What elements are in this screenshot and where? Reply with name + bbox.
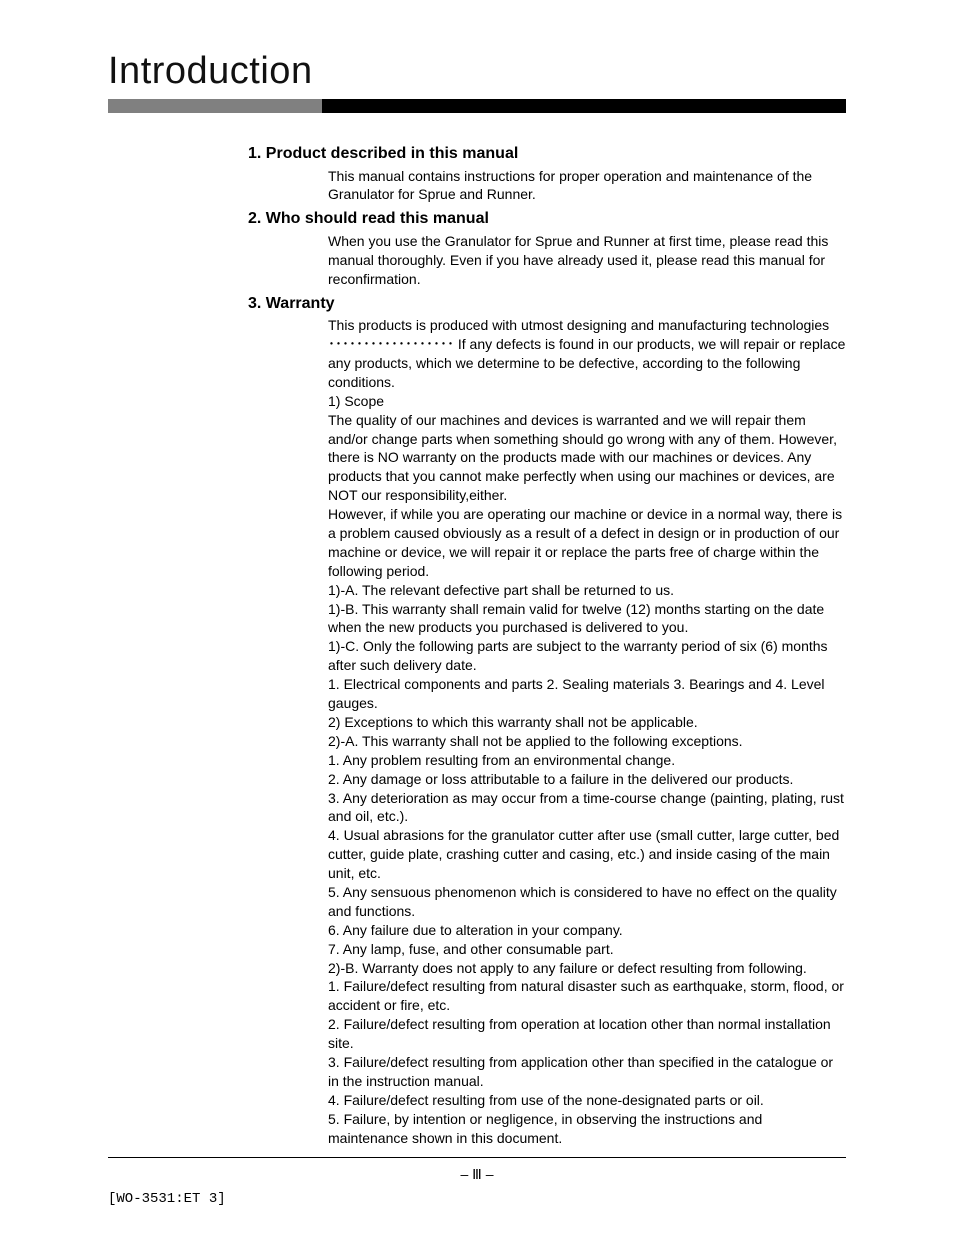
section-1-heading: 1. Product described in this manual xyxy=(248,143,846,165)
sub-2a-6: 6. Any failure due to alteration in your… xyxy=(328,921,846,940)
content-body: 1. Product described in this manual This… xyxy=(248,143,846,1147)
warranty-intro: This products is produced with utmost de… xyxy=(328,316,846,392)
sub-2b-4: 4. Failure/defect resulting from use of … xyxy=(328,1091,846,1110)
section-2-text: When you use the Granulator for Sprue an… xyxy=(328,232,846,289)
title-bar-black xyxy=(322,99,846,113)
doc-ref: [WO-3531:ET 3] xyxy=(108,1191,226,1207)
sub-2a-5: 5. Any sensuous phenomenon which is cons… xyxy=(328,883,846,921)
sub-2a-4: 4. Usual abrasions for the granulator cu… xyxy=(328,826,846,883)
sub-2b-2: 2. Failure/defect resulting from operati… xyxy=(328,1015,846,1053)
item-2a: 2)-A. This warranty shall not be applied… xyxy=(328,732,846,751)
footer-rule xyxy=(108,1157,846,1158)
exceptions-label: 2) Exceptions to which this warranty sha… xyxy=(328,713,846,732)
scope-label: 1) Scope xyxy=(328,392,846,411)
sub-2b-1: 1. Failure/defect resulting from natural… xyxy=(328,977,846,1015)
page-number: – Ⅲ – xyxy=(108,1166,846,1183)
section-3-heading: 3. Warranty xyxy=(248,293,846,315)
sub-2a-1: 1. Any problem resulting from an environ… xyxy=(328,751,846,770)
title-bar xyxy=(108,99,846,113)
section-1-body: This manual contains instructions for pr… xyxy=(328,167,846,205)
title-bar-gray xyxy=(108,99,322,113)
sub-2b-3: 3. Failure/defect resulting from applica… xyxy=(328,1053,846,1091)
section-3-body: This products is produced with utmost de… xyxy=(328,316,846,1147)
section-2-heading: 2. Who should read this manual xyxy=(248,208,846,230)
section-2-body: When you use the Granulator for Sprue an… xyxy=(328,232,846,289)
sub-2a-2: 2. Any damage or loss attributable to a … xyxy=(328,770,846,789)
item-1c: 1)-C. Only the following parts are subje… xyxy=(328,637,846,675)
section-1-text: This manual contains instructions for pr… xyxy=(328,167,846,205)
page-title: Introduction xyxy=(108,50,846,93)
sub-2a-3: 3. Any deterioration as may occur from a… xyxy=(328,789,846,827)
item-2b: 2)-B. Warranty does not apply to any fai… xyxy=(328,959,846,978)
item-1b: 1)-B. This warranty shall remain valid f… xyxy=(328,600,846,638)
page: Introduction 1. Product described in thi… xyxy=(0,0,954,1235)
scope-indent: However, if while you are operating our … xyxy=(328,505,846,581)
sub-2b-5: 5. Failure, by intention or negligence, … xyxy=(328,1110,846,1148)
item-1c-sub: 1. Electrical components and parts 2. Se… xyxy=(328,675,846,713)
item-1a: 1)-A. The relevant defective part shall … xyxy=(328,581,846,600)
scope-body: The quality of our machines and devices … xyxy=(328,411,846,505)
sub-2a-7: 7. Any lamp, fuse, and other consumable … xyxy=(328,940,846,959)
